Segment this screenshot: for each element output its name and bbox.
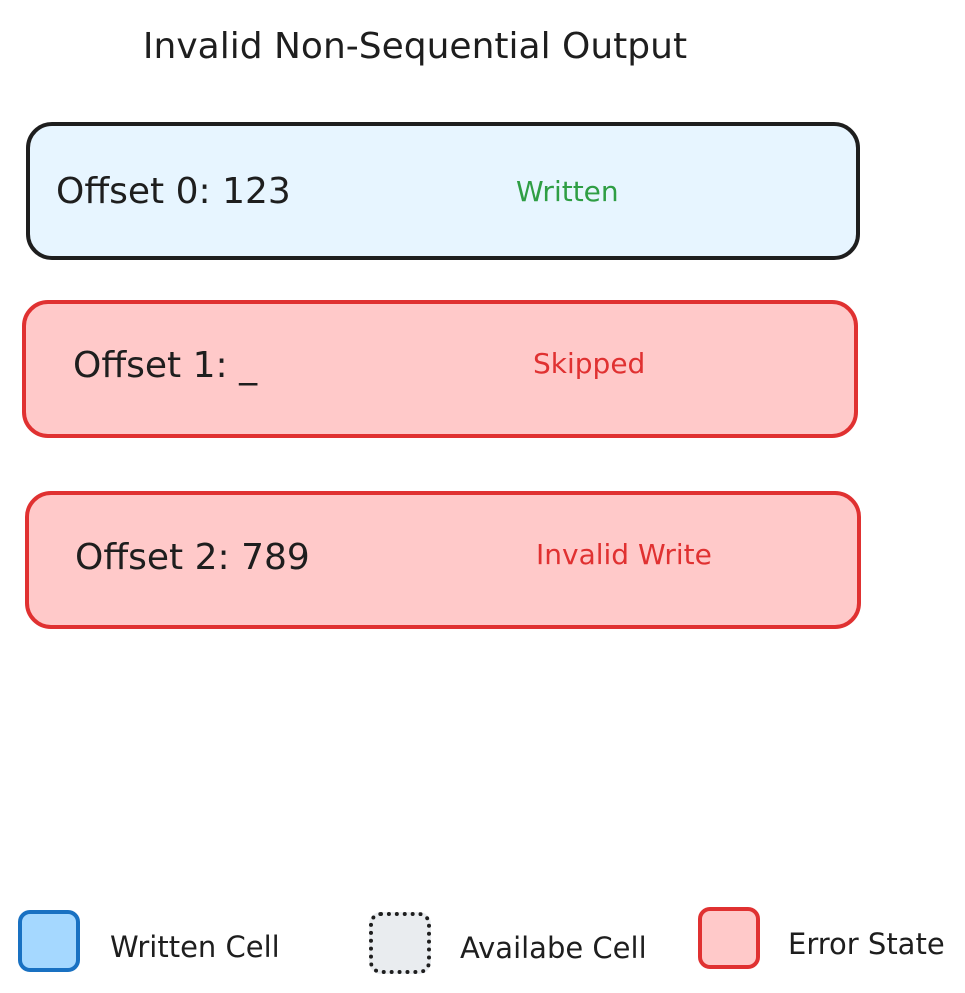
legend-swatch-error bbox=[698, 907, 760, 969]
cell-label: Offset 1: _ bbox=[73, 345, 258, 386]
cell-status-skipped: Skipped bbox=[533, 347, 646, 380]
cell-label: Offset 0: 123 bbox=[56, 171, 291, 212]
legend-label-available: Availabe Cell bbox=[460, 931, 647, 965]
cell-offset-2: Offset 2: 789 Invalid Write bbox=[25, 491, 861, 629]
legend-label-written: Written Cell bbox=[110, 930, 280, 964]
cell-offset-1: Offset 1: _ Skipped bbox=[22, 300, 858, 438]
cell-label: Offset 2: 789 bbox=[75, 537, 310, 578]
legend-swatch-written bbox=[18, 910, 80, 972]
cell-offset-0: Offset 0: 123 Written bbox=[26, 122, 860, 260]
diagram-title: Invalid Non-Sequential Output bbox=[142, 26, 688, 67]
cell-status-invalid-write: Invalid Write bbox=[536, 538, 712, 571]
legend-swatch-available bbox=[369, 912, 431, 974]
legend-label-error: Error State bbox=[788, 927, 945, 961]
cell-status-written: Written bbox=[516, 175, 619, 208]
